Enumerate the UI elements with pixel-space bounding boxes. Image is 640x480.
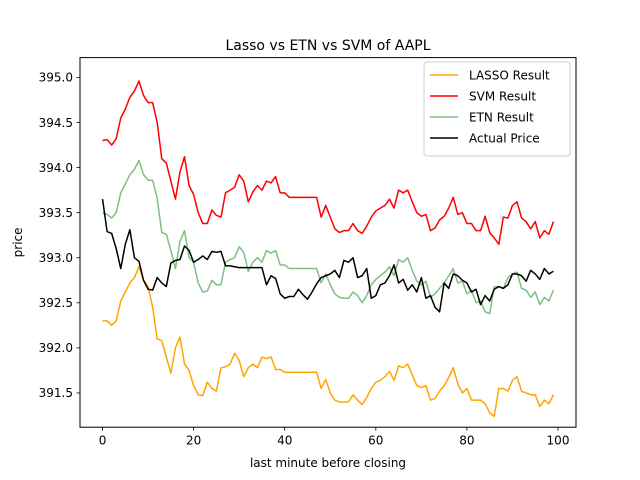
x-tick-label: 40 (277, 434, 292, 448)
y-tick-label: 394.5 (39, 116, 73, 130)
plot-lines (101, 80, 555, 418)
plot-frame (79, 57, 577, 428)
x-tick-label: 20 (186, 434, 201, 448)
y-tick-label: 392.0 (39, 341, 73, 355)
legend-label-2: ETN Result (469, 110, 534, 124)
series-line-2 (102, 159, 555, 315)
x-tick-label: 60 (368, 434, 383, 448)
legend-label-3: Actual Price (469, 131, 540, 145)
series-line-0 (102, 265, 555, 418)
legend: LASSO Result SVM Result ETN Result Actual P… (423, 61, 571, 157)
y-tick-label: 391.5 (39, 386, 73, 400)
chart-title: Lasso vs ETN vs SVM of AAPL (225, 38, 430, 54)
axis-ticks: 0 20 40 60 80 100 391.5 392.0 392.5 393.0 393.5 394… (39, 71, 570, 448)
y-tick-label: 393.0 (39, 251, 73, 265)
y-tick-label: 392.5 (39, 296, 73, 310)
legend-label-0: LASSO Result (469, 68, 550, 82)
legend-label-1: SVM Result (469, 89, 536, 103)
series-line-3 (101, 199, 554, 313)
x-tick-label: 100 (547, 434, 570, 448)
legend-box (423, 61, 571, 157)
y-tick-label: 394.0 (39, 161, 73, 175)
x-tick-label: 80 (459, 434, 474, 448)
x-tick-label: 0 (99, 434, 107, 448)
x-axis-label: last minute before closing (250, 456, 406, 470)
y-axis-label: price (11, 227, 25, 257)
y-tick-label: 395.0 (39, 71, 73, 85)
series-line-1 (102, 80, 555, 245)
y-tick-label: 393.5 (39, 206, 73, 220)
